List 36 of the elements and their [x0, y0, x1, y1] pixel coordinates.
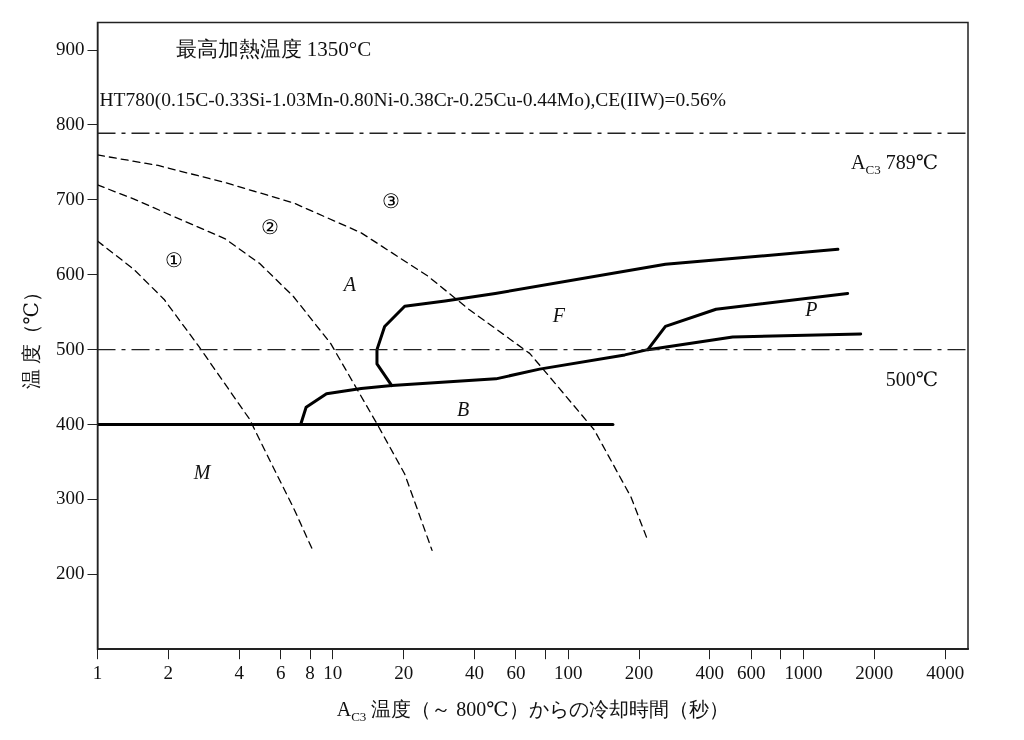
- y-axis-title: 温 度（℃）: [20, 282, 42, 390]
- annotation: M: [192, 460, 212, 483]
- y-tick-label: 900: [56, 38, 85, 60]
- x-tick-label: 4000: [926, 661, 965, 683]
- y-tick-label: 300: [56, 487, 85, 509]
- annotation: A: [341, 272, 357, 295]
- annotation: B: [457, 398, 470, 421]
- series-label: ③: [382, 190, 401, 213]
- series-label: ②: [261, 216, 280, 239]
- annotation: F: [551, 304, 566, 327]
- y-tick-label: 800: [56, 112, 85, 134]
- x-tick-label: 1: [92, 661, 103, 683]
- x-tick-label: 600: [737, 661, 766, 683]
- text: HT780(0.15C-0.33Si-1.03Mn-0.80Ni-0.38Cr-0.25Cu-0.44Mo),CE(IIW)=0.56%: [99, 89, 726, 112]
- x-tick-label: 100: [553, 661, 583, 683]
- x-tick-label: 200: [624, 661, 654, 683]
- y-tick-label: 400: [56, 412, 85, 434]
- x-tick-label: 1000: [784, 661, 823, 683]
- x-tick-label: 10: [323, 661, 343, 683]
- y-tick-label: 600: [56, 262, 85, 284]
- x-tick-label: 2: [163, 661, 174, 683]
- annotation: P: [804, 297, 818, 320]
- x-tick-label: 20: [394, 661, 414, 683]
- y-tick-label: 200: [56, 562, 85, 584]
- y-tick-label: 700: [56, 187, 85, 209]
- x-tick-label: 400: [695, 661, 725, 683]
- ref-line-label: 500℃: [885, 367, 938, 390]
- x-tick-label: 8: [305, 661, 315, 683]
- text: 最高加熱温度 1350°C: [175, 37, 372, 62]
- x-tick-label: 4: [234, 661, 245, 683]
- x-tick-label: 60: [506, 661, 526, 683]
- y-tick-label: 500: [56, 337, 85, 359]
- x-tick-label: 40: [465, 661, 485, 683]
- x-tick-label: 6: [275, 661, 286, 683]
- series-label: ①: [165, 248, 184, 271]
- x-tick-label: 2000: [855, 661, 894, 683]
